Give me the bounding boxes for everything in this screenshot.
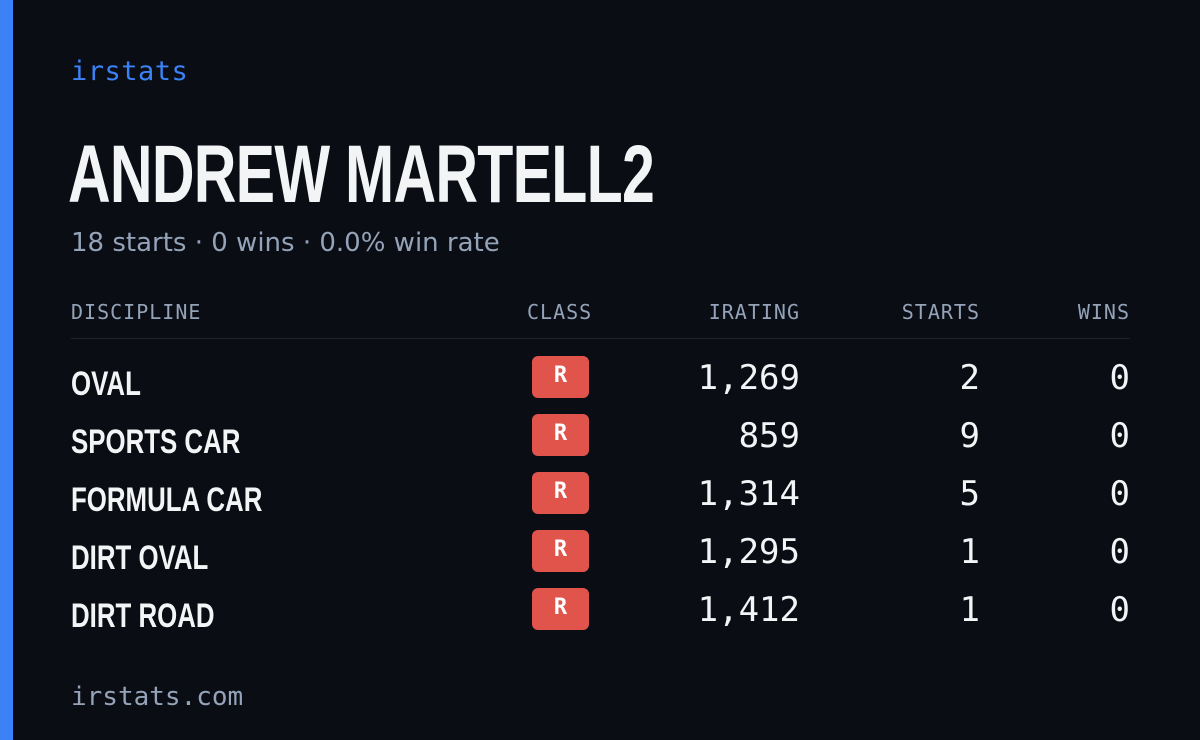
accent-bar [0, 0, 13, 740]
class-badge: R [532, 414, 589, 456]
discipline-table: DISCIPLINE CLASS IRATING STARTS WINS OVA… [71, 300, 1130, 644]
table-header: DISCIPLINE CLASS IRATING STARTS WINS [71, 300, 1130, 339]
irating-value: 1,412 [697, 590, 800, 630]
starts-value: 9 [959, 416, 980, 456]
table-row: DIRT ROAD R 1,412 1 0 [71, 586, 1130, 644]
wins-value: 0 [1109, 358, 1130, 398]
table-row: DIRT OVAL R 1,295 1 0 [71, 528, 1130, 586]
header-wins: WINS [1077, 300, 1130, 324]
starts-value: 2 [959, 358, 980, 398]
wins-value: 0 [1109, 474, 1130, 514]
discipline-name: FORMULA CAR [71, 481, 263, 519]
header-discipline: DISCIPLINE [71, 300, 202, 324]
table-row: FORMULA CAR R 1,314 5 0 [71, 470, 1130, 528]
wins-value: 0 [1109, 416, 1130, 456]
wins-value: 0 [1109, 590, 1130, 630]
header-irating: IRATING [708, 300, 800, 324]
starts-value: 1 [959, 532, 980, 572]
table-body: OVAL R 1,269 2 0 SPORTS CAR R 859 9 0 FO… [71, 354, 1130, 644]
table-row: SPORTS CAR R 859 9 0 [71, 412, 1130, 470]
driver-name: ANDREW MARTELL2 [68, 129, 655, 220]
brand-label: irstats [71, 56, 189, 87]
starts-value: 5 [959, 474, 980, 514]
irating-value: 1,314 [697, 474, 800, 514]
wins-value: 0 [1109, 532, 1130, 572]
class-badge: R [532, 356, 589, 398]
footer-url: irstats.com [71, 682, 244, 712]
irating-value: 1,295 [697, 532, 800, 572]
discipline-name: DIRT OVAL [71, 539, 209, 577]
header-starts: STARTS [901, 300, 980, 324]
class-badge: R [532, 472, 589, 514]
discipline-name: DIRT ROAD [71, 597, 215, 635]
starts-value: 1 [959, 590, 980, 630]
table-row: OVAL R 1,269 2 0 [71, 354, 1130, 412]
irating-value: 859 [738, 416, 800, 456]
header-class: CLASS [527, 300, 593, 324]
irating-value: 1,269 [697, 358, 800, 398]
discipline-name: OVAL [71, 365, 141, 403]
driver-summary: 18 starts · 0 wins · 0.0% win rate [71, 228, 500, 258]
class-badge: R [532, 588, 589, 630]
discipline-name: SPORTS CAR [71, 423, 241, 461]
class-badge: R [532, 530, 589, 572]
